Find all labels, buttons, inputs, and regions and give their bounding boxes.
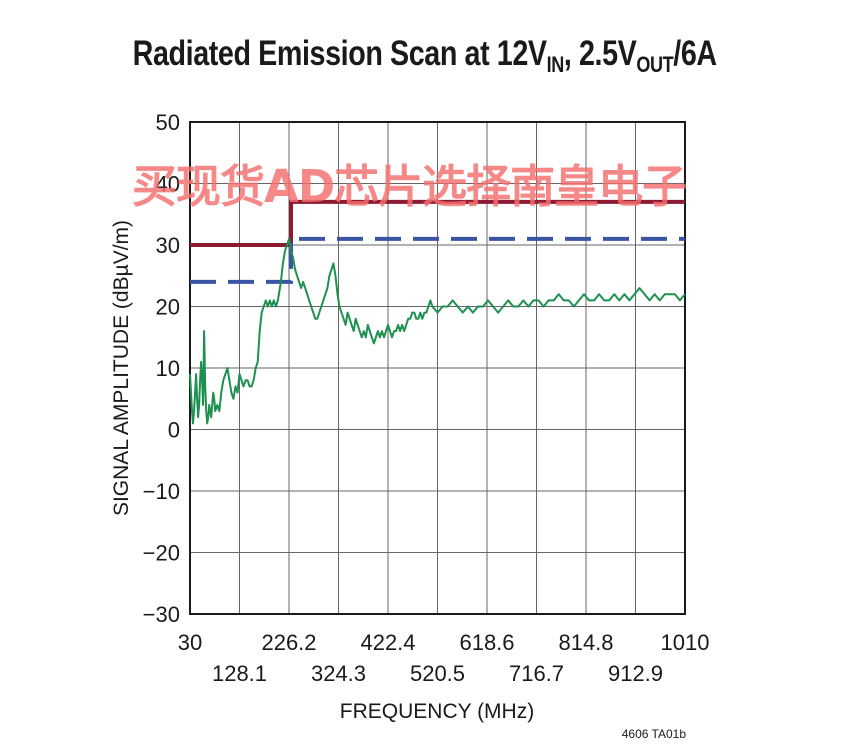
- x-axis-label: FREQUENCY (MHz): [340, 700, 534, 723]
- y-tick-label: 50: [156, 110, 180, 135]
- limit-line-dashed: [190, 236, 685, 284]
- x-tick-label: 814.8: [558, 630, 613, 655]
- y-axis-label: SIGNAL AMPLITUDE (dBµV/m): [110, 220, 133, 516]
- x-tick-label: 422.4: [360, 630, 415, 655]
- title-part-2: , 2.5V: [563, 34, 637, 73]
- x-tick-label: 912.9: [608, 661, 663, 686]
- chart-title: Radiated Emission Scan at 12VIN, 2.5VOUT…: [77, 34, 772, 78]
- x-tick-label: 520.5: [410, 661, 465, 686]
- y-tick-label: −30: [143, 602, 180, 627]
- title-part-3: /6A: [673, 34, 717, 73]
- y-tick-label: −20: [143, 541, 180, 566]
- y-tick-label: 0: [168, 418, 180, 443]
- x-tick-label: 226.2: [261, 630, 316, 655]
- watermark-text: 买现货AD芯片选择南皇电子: [132, 160, 687, 213]
- y-tick-labels: 50 40 30 20 10 0 −10 −20 −30: [143, 110, 180, 627]
- figure-code: 4606 TA01b: [622, 727, 687, 741]
- emission-series: [189, 237, 686, 425]
- limit-line-solid: [190, 199, 685, 247]
- y-tick-label: −10: [143, 479, 180, 504]
- title-part-1: Radiated Emission Scan at 12V: [132, 34, 547, 73]
- y-tick-label: 40: [156, 172, 180, 197]
- emission-line: [189, 237, 686, 425]
- title-sub-in: IN: [546, 52, 565, 77]
- x-tick-labels: 30 226.2 422.4 618.6 814.8 1010 128.1 324.3 520.…: [178, 630, 710, 686]
- x-tick-label: 128.1: [212, 661, 267, 686]
- y-tick-label: 20: [156, 295, 180, 320]
- y-tick-label: 10: [156, 356, 180, 381]
- x-tick-label: 716.7: [509, 661, 564, 686]
- title-sub-out: OUT: [636, 52, 674, 77]
- y-tick-label: 30: [156, 233, 180, 258]
- x-tick-label: 30: [178, 630, 202, 655]
- x-tick-label: 1010: [661, 630, 710, 655]
- plot-frame: [189, 121, 686, 615]
- limit-lines: [190, 199, 685, 284]
- x-tick-label: 618.6: [459, 630, 514, 655]
- x-tick-label: 324.3: [311, 661, 366, 686]
